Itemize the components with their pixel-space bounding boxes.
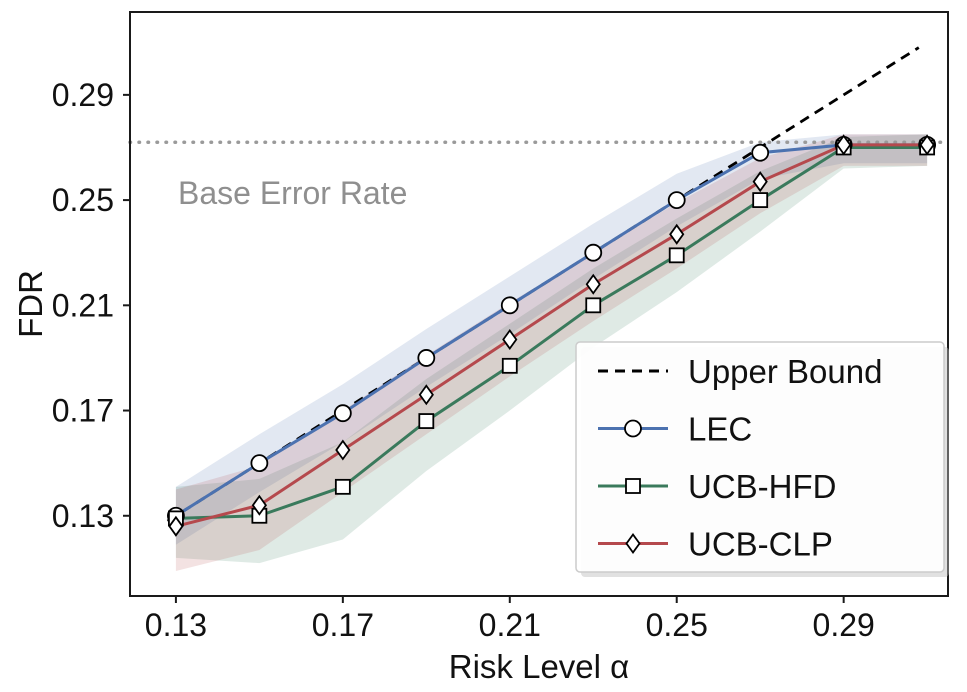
square-marker-icon bbox=[668, 247, 685, 264]
legend-label: UCB-CLP bbox=[688, 526, 833, 563]
legend-box bbox=[575, 341, 945, 573]
diamond-marker-icon bbox=[418, 384, 434, 406]
y-tick-label: 0.25 bbox=[52, 182, 114, 218]
x-axis-label: Risk Level α bbox=[449, 648, 629, 685]
band-ucb-hfd bbox=[175, 134, 928, 564]
circle-marker-icon bbox=[584, 243, 603, 262]
x-tick-label: 0.17 bbox=[312, 607, 374, 643]
y-tick-label: 0.29 bbox=[52, 77, 114, 113]
line-ucb-hfd bbox=[175, 145, 928, 520]
y-tick-label: 0.21 bbox=[52, 287, 114, 323]
square-marker-icon bbox=[625, 478, 641, 494]
diamond-marker-icon bbox=[168, 515, 184, 537]
diamond-marker-icon bbox=[625, 532, 641, 555]
square-marker-icon bbox=[752, 192, 769, 208]
axis-ticks: 0.13 0.17 0.21 0.25 0.29 0.13 0.17 0.21 0.25 0.29 bbox=[52, 77, 875, 643]
line-lec bbox=[175, 143, 928, 518]
square-marker-icon bbox=[334, 478, 351, 495]
circle-marker-icon bbox=[751, 143, 770, 162]
y-tick-label: 0.13 bbox=[52, 498, 114, 534]
legend-item-lec: LEC bbox=[598, 411, 752, 448]
legend-label: LEC bbox=[688, 411, 752, 448]
circle-marker-icon bbox=[667, 191, 686, 209]
y-axis-label: FDR bbox=[12, 270, 49, 338]
markers-ucb-clp bbox=[168, 134, 935, 537]
line-ucb-clp bbox=[175, 143, 928, 528]
diamond-marker-icon bbox=[752, 171, 768, 193]
x-tick-label: 0.13 bbox=[145, 607, 207, 643]
circle-marker-icon bbox=[250, 454, 269, 473]
y-tick-label: 0.17 bbox=[52, 393, 114, 429]
diamond-marker-icon bbox=[919, 134, 935, 156]
legend-label: Upper Bound bbox=[688, 353, 882, 390]
legend-item-ucb-clp: UCB-CLP bbox=[598, 526, 833, 563]
x-tick-label: 0.25 bbox=[646, 607, 708, 643]
diamond-marker-icon bbox=[836, 134, 852, 156]
diamond-marker-icon bbox=[251, 494, 267, 516]
square-marker-icon bbox=[585, 297, 602, 314]
legend-item-upper-bound: Upper Bound bbox=[598, 353, 882, 390]
circle-marker-icon bbox=[417, 349, 436, 367]
x-tick-label: 0.21 bbox=[479, 607, 541, 643]
circle-marker-icon bbox=[333, 404, 352, 423]
diamond-marker-icon bbox=[335, 439, 351, 461]
diamond-marker-icon bbox=[502, 328, 518, 351]
base-error-rate-label: Base Error Rate bbox=[178, 175, 407, 211]
confidence-bands bbox=[175, 134, 928, 572]
square-marker-icon bbox=[501, 357, 518, 374]
x-tick-label: 0.29 bbox=[813, 607, 875, 643]
square-marker-icon bbox=[418, 413, 435, 429]
circle-marker-icon bbox=[500, 296, 519, 315]
diamond-marker-icon bbox=[585, 273, 601, 295]
legend-label: UCB-HFD bbox=[688, 468, 836, 505]
plot-border bbox=[129, 11, 949, 597]
circle-marker-icon bbox=[624, 419, 642, 438]
band-ucb-clp bbox=[175, 134, 928, 572]
legend-item-ucb-hfd: UCB-HFD bbox=[598, 468, 836, 505]
diamond-marker-icon bbox=[669, 223, 685, 245]
legend: Upper Bound LEC UCB-HFD UCB-CLP bbox=[575, 341, 949, 577]
